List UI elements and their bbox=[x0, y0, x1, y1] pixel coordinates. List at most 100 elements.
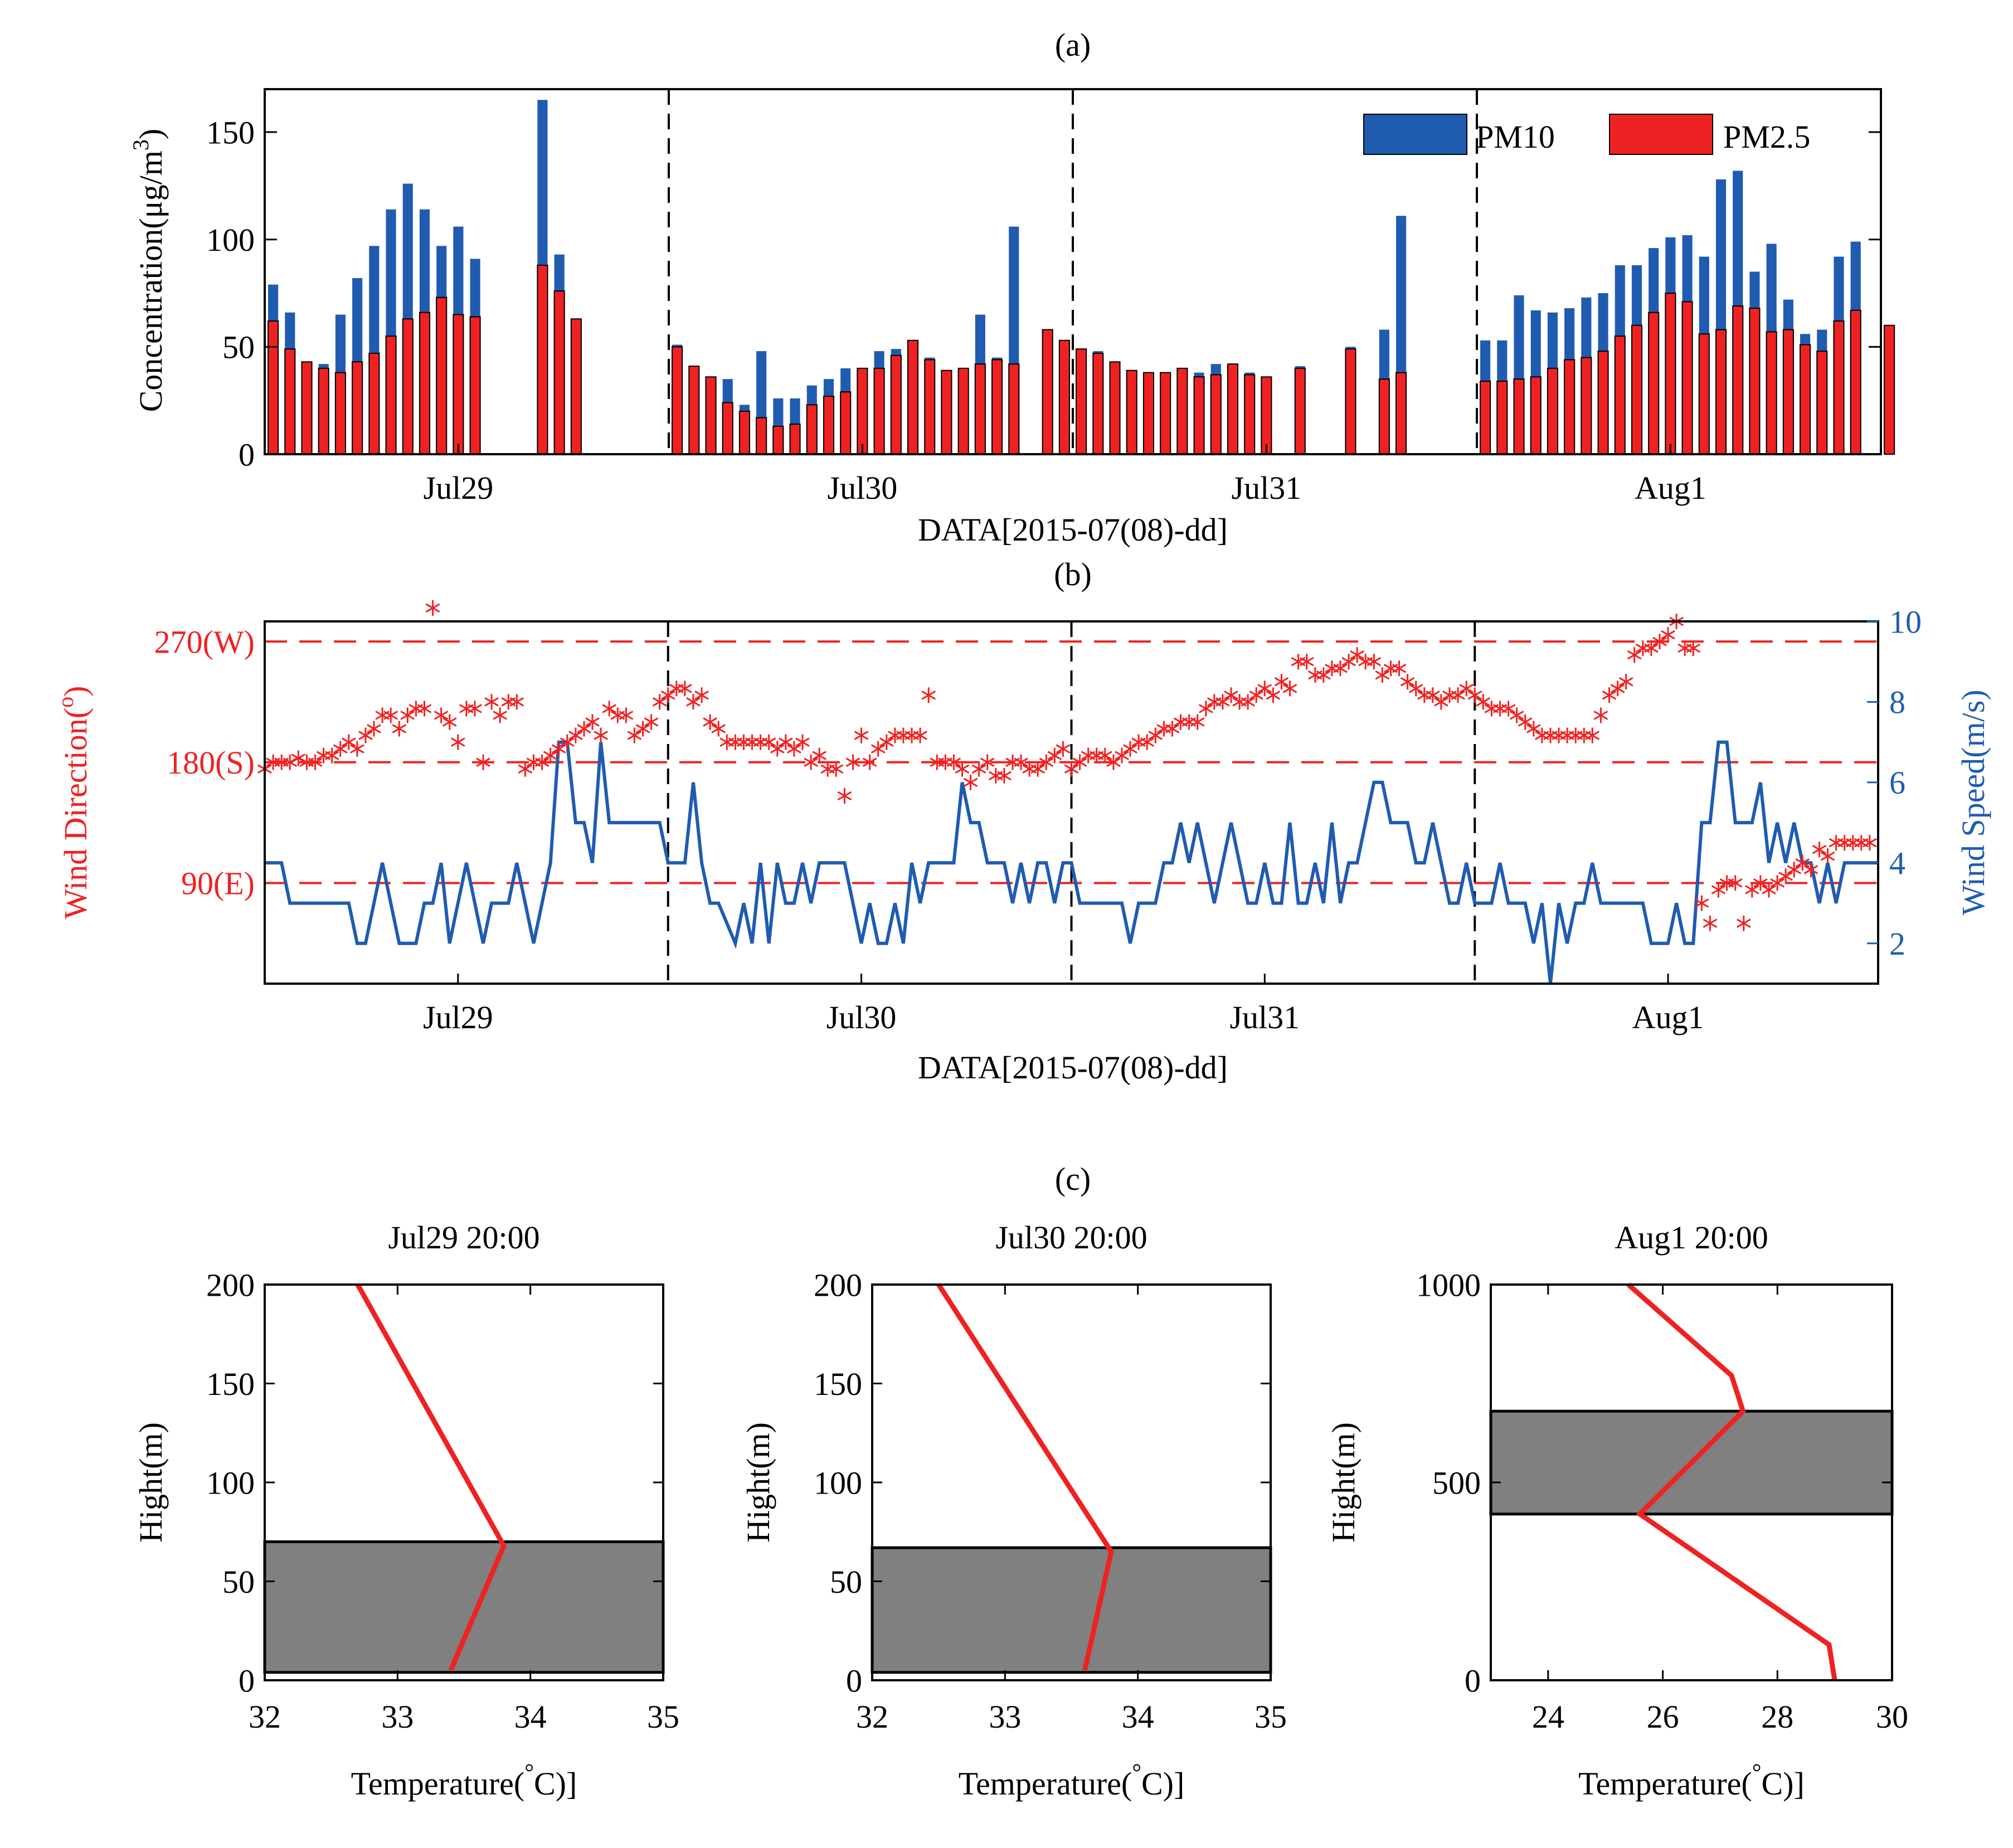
pm25-bar bbox=[1176, 367, 1188, 455]
x-axis-label-superscript: ° bbox=[524, 1760, 534, 1786]
wind-direction-point bbox=[1097, 747, 1112, 763]
wind-direction-point bbox=[1039, 754, 1054, 770]
wind-direction-series bbox=[257, 600, 1877, 931]
pm25-bar bbox=[772, 425, 784, 455]
asterisk-marker bbox=[1762, 882, 1776, 898]
asterisk-marker bbox=[635, 721, 650, 737]
y-tick-label: 50 bbox=[222, 329, 255, 366]
asterisk-marker bbox=[1400, 674, 1415, 690]
asterisk-marker bbox=[1526, 721, 1541, 737]
pm25-bar bbox=[1294, 367, 1306, 455]
asterisk-marker bbox=[1736, 915, 1751, 931]
y-tick-label: 200 bbox=[814, 1267, 862, 1303]
y-tick-label: 200 bbox=[206, 1267, 255, 1303]
x-axis-label-tail: C)] bbox=[1141, 1766, 1184, 1802]
asterisk-marker bbox=[871, 741, 886, 757]
pm25-bar bbox=[537, 264, 548, 455]
asterisk-marker bbox=[1652, 634, 1667, 650]
asterisk-marker bbox=[1333, 660, 1348, 677]
wind-direction-point bbox=[955, 761, 970, 777]
wind-direction-point bbox=[1282, 680, 1297, 697]
x-tick-label: Jul31 bbox=[1232, 470, 1302, 506]
asterisk-marker bbox=[1165, 721, 1180, 737]
x-tick-label: 33 bbox=[381, 1699, 414, 1735]
wind-direction-point bbox=[1140, 734, 1155, 750]
wind-direction-point bbox=[1316, 667, 1331, 683]
y-axis-label: Hight(m) bbox=[740, 1422, 776, 1543]
left-tick-label: 270(W) bbox=[154, 624, 255, 660]
asterisk-marker bbox=[1661, 627, 1675, 643]
asterisk-marker bbox=[1426, 687, 1440, 703]
asterisk-marker bbox=[602, 701, 617, 717]
asterisk-marker bbox=[1190, 714, 1205, 730]
left-axis-label: Wind Direction(o) bbox=[53, 686, 94, 920]
pm25-bar bbox=[268, 320, 279, 455]
asterisk-marker bbox=[1106, 754, 1121, 770]
wind-direction-point bbox=[804, 754, 818, 770]
y-tick-label: 100 bbox=[206, 1465, 255, 1501]
x-tick-label: 32 bbox=[249, 1699, 281, 1735]
x-axis-label: DATA[2015-07(08)-dd] bbox=[918, 512, 1228, 548]
left-axis-label-tail: ) bbox=[57, 686, 94, 697]
pm25-bar bbox=[1396, 372, 1407, 455]
pm25-bar bbox=[957, 367, 969, 455]
y-tick-label: 50 bbox=[222, 1564, 255, 1600]
asterisk-marker bbox=[1476, 694, 1491, 710]
x-axis-label-text: Temperature( bbox=[351, 1766, 525, 1802]
wind-direction-point bbox=[308, 754, 323, 770]
asterisk-marker bbox=[1148, 727, 1163, 743]
pm25-bar bbox=[1581, 357, 1592, 455]
pm25-bar bbox=[1884, 324, 1895, 455]
asterisk-marker bbox=[1257, 680, 1272, 697]
wind-direction-point bbox=[963, 774, 978, 790]
x-axis-ticks: Jul29 Jul30 Jul31 Aug1 bbox=[423, 974, 1704, 1035]
asterisk-marker bbox=[1820, 848, 1835, 864]
pm25-bar bbox=[1665, 293, 1676, 455]
x-axis-label-text: Temperature( bbox=[959, 1766, 1132, 1802]
x-axis-label: Temperature(°C)] bbox=[959, 1760, 1185, 1802]
asterisk-marker bbox=[468, 701, 482, 717]
asterisk-marker bbox=[1266, 687, 1281, 703]
pm25-bar bbox=[1496, 381, 1508, 455]
inversion-layer bbox=[263, 1540, 665, 1674]
wind-direction-point bbox=[652, 694, 667, 710]
wind-direction-point bbox=[1610, 680, 1625, 697]
wind-direction-point bbox=[1686, 640, 1701, 656]
x-axis-label-tail: C)] bbox=[534, 1766, 577, 1802]
x-tick-label: Aug1 bbox=[1632, 999, 1704, 1035]
asterisk-marker bbox=[1744, 882, 1759, 898]
profile-title: Jul30 20:00 bbox=[995, 1219, 1147, 1256]
asterisk-marker bbox=[383, 707, 398, 723]
wind-direction-point bbox=[1115, 747, 1129, 763]
pm25-bar bbox=[570, 318, 582, 455]
asterisk-marker bbox=[1509, 707, 1524, 723]
wind-direction-point bbox=[434, 707, 449, 723]
wind-chart: 90(E) 180(S) 270(W) 2 4 6 8 10 Jul29 Jul30 Jul31… bbox=[53, 600, 1991, 1086]
x-tick-label: 32 bbox=[856, 1699, 888, 1735]
pm25-bar bbox=[1126, 369, 1137, 455]
x-tick-label: 30 bbox=[1876, 1699, 1908, 1735]
right-axis-label: Wind Speed(m/s) bbox=[1955, 689, 1991, 915]
pm25-bar bbox=[907, 339, 919, 455]
wind-direction-point bbox=[921, 687, 936, 703]
wind-direction-point bbox=[1770, 875, 1785, 891]
x-axis-label: Temperature(°C)] bbox=[1578, 1760, 1805, 1802]
wind-direction-point bbox=[1249, 687, 1264, 703]
pm25-bar bbox=[1042, 329, 1053, 455]
wind-direction-point bbox=[627, 727, 642, 743]
wind-direction-point bbox=[1241, 694, 1255, 710]
pm25-bar bbox=[1614, 335, 1626, 455]
wind-direction-point bbox=[644, 714, 659, 730]
wind-direction-point bbox=[660, 687, 675, 703]
pm25-bar bbox=[823, 395, 835, 455]
wind-direction-point bbox=[1014, 754, 1028, 770]
asterisk-marker bbox=[627, 727, 642, 743]
asterisk-marker bbox=[341, 734, 356, 750]
asterisk-marker bbox=[1644, 640, 1659, 656]
asterisk-marker bbox=[1014, 754, 1028, 770]
panel-c-label: (c) bbox=[1055, 1161, 1091, 1197]
asterisk-marker bbox=[1047, 747, 1062, 763]
asterisk-marker bbox=[1593, 707, 1608, 723]
x-tick-label: 24 bbox=[1532, 1699, 1564, 1735]
